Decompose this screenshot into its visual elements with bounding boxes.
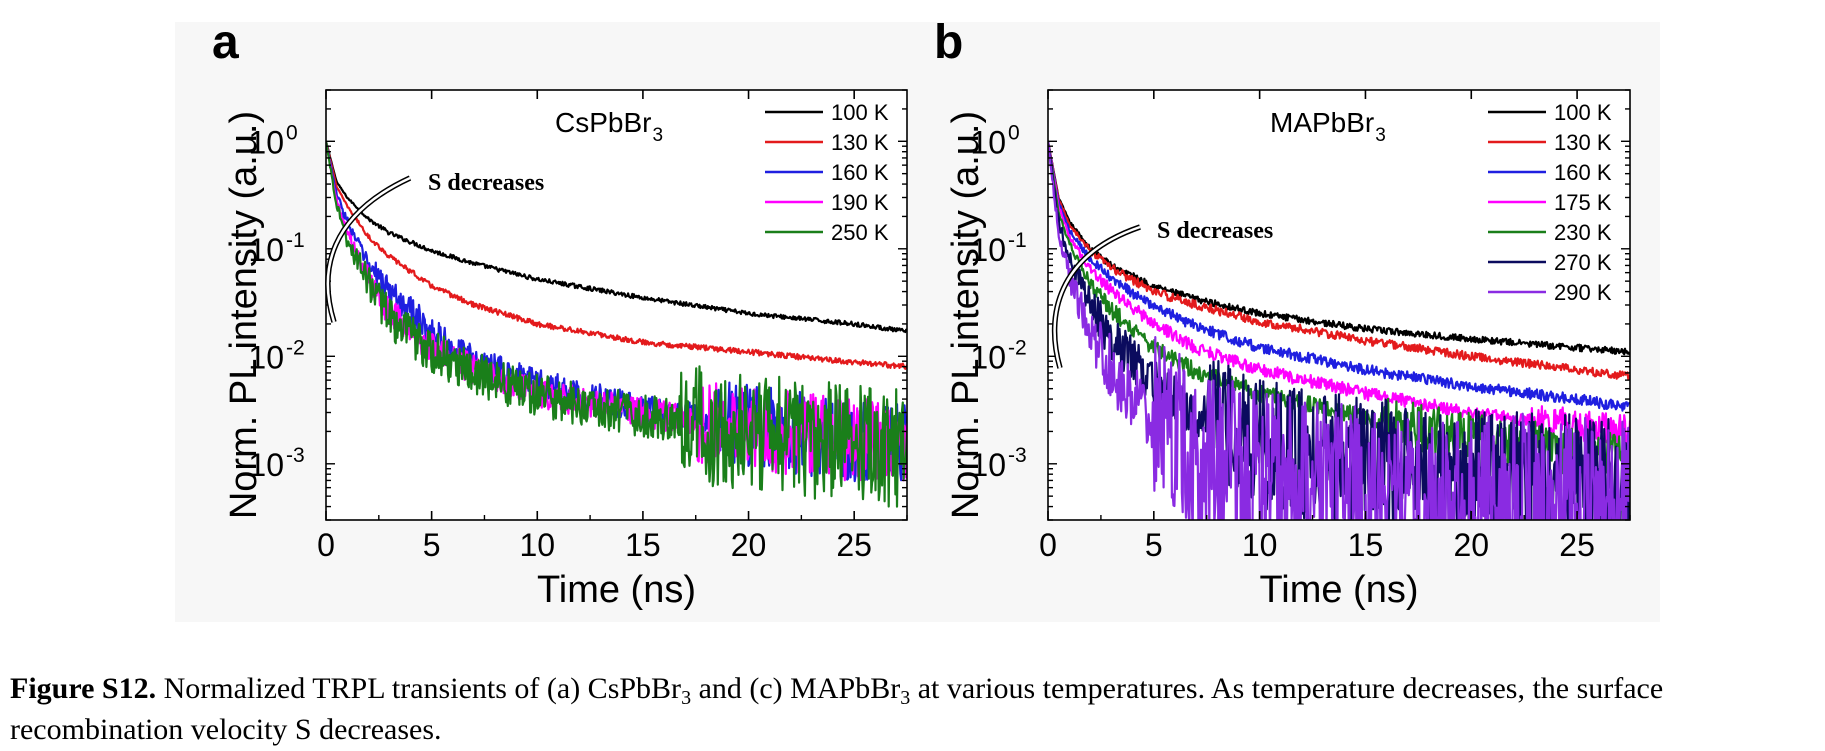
panel-label: a [212,16,239,69]
y-tick-label: 10 [248,232,284,268]
x-axis-label: Time (ns) [537,569,696,611]
series-group [326,140,907,508]
legend-entry: 100 K [1554,100,1612,125]
y-tick-exponent: 0 [286,121,298,144]
x-tick-label: 15 [1348,527,1384,563]
annotation-text: S decreases [1157,218,1273,244]
chart-title-subscript: 3 [652,125,663,146]
annotation-text: S decreases [428,170,544,196]
y-tick-exponent: -2 [1008,336,1027,359]
legend-entry: 160 K [1554,160,1612,185]
y-tick-exponent: -3 [286,444,305,467]
y-tick-exponent: 0 [1008,121,1020,144]
y-tick-base: 10 [970,124,1006,160]
legend-entry: 130 K [1554,130,1612,155]
legend-entry: 190 K [831,190,889,215]
legend-entry: 290 K [1554,280,1612,305]
y-tick-base: 10 [248,339,284,375]
y-tick-exponent: -1 [286,229,305,252]
caption-sub-1: 3 [681,687,692,709]
x-tick-label: 25 [836,527,872,563]
y-tick-label: 10 [248,447,284,483]
y-tick-base: 10 [248,232,284,268]
y-tick-base: 10 [970,339,1006,375]
x-axis-label: Time (ns) [1259,569,1418,611]
legend-entry: 160 K [831,160,889,185]
caption-sub-2: 3 [900,687,911,709]
x-tick-label: 5 [423,527,441,563]
y-tick-base: 10 [970,447,1006,483]
caption-text-2: and (c) MAPbBr [691,672,901,705]
legend-entry: 175 K [1554,190,1612,215]
y-tick-base: 10 [970,232,1006,268]
y-tick-exponent: -3 [1008,444,1027,467]
chart-title: CsPbBr [555,107,651,138]
series-line-130-k [326,141,907,370]
y-tick-base: 10 [248,124,284,160]
x-tick-label: 20 [1453,527,1489,563]
y-tick-exponent: -2 [286,336,305,359]
legend-entry: 100 K [831,100,889,125]
figure-caption: Figure S12. Normalized TRPL transients o… [10,668,1815,750]
legend-entry: 230 K [1554,220,1612,245]
y-tick-exponent: -1 [1008,229,1027,252]
legend-entry: 270 K [1554,250,1612,275]
series-line-130-k [1048,141,1630,381]
series-line-100-k [326,141,907,334]
series-line-290-k [1048,140,1630,520]
y-tick-label: 10 [970,232,1006,268]
y-tick-label: 10 [248,339,284,375]
annotation-arrow-fill [1053,225,1141,369]
series-line-250-k [326,140,907,508]
y-axis-label: Norm. PL intensity (a.u.) [945,111,987,519]
y-tick-label: 10 [970,339,1006,375]
y-axis-label: Norm. PL intensity (a.u.) [223,111,265,519]
y-tick-label: 10 [970,124,1006,160]
x-tick-label: 25 [1559,527,1595,563]
x-tick-label: 0 [317,527,335,563]
y-tick-base: 10 [248,447,284,483]
caption-text-1: Normalized TRPL transients of (a) CsPbBr [156,672,682,705]
x-tick-label: 10 [1242,527,1278,563]
chart-title-subscript: 3 [1375,125,1386,146]
x-tick-label: 10 [519,527,555,563]
caption-text-3: at various temperatures. As temperature … [10,672,1664,746]
series-line-100-k [1048,141,1630,356]
series-line-160-k [1048,141,1630,412]
y-tick-label: 10 [970,447,1006,483]
legend-entry: 250 K [831,220,889,245]
panel-label: b [934,16,963,69]
chart-title: MAPbBr [1270,107,1374,138]
series-group [1048,140,1630,520]
x-tick-label: 5 [1145,527,1163,563]
x-tick-label: 15 [625,527,661,563]
legend-entry: 130 K [831,130,889,155]
x-tick-label: 20 [731,527,767,563]
x-tick-label: 0 [1039,527,1057,563]
caption-lead: Figure S12. [10,672,157,705]
annotation-arrow-fill [326,176,411,323]
y-tick-label: 10 [248,124,284,160]
